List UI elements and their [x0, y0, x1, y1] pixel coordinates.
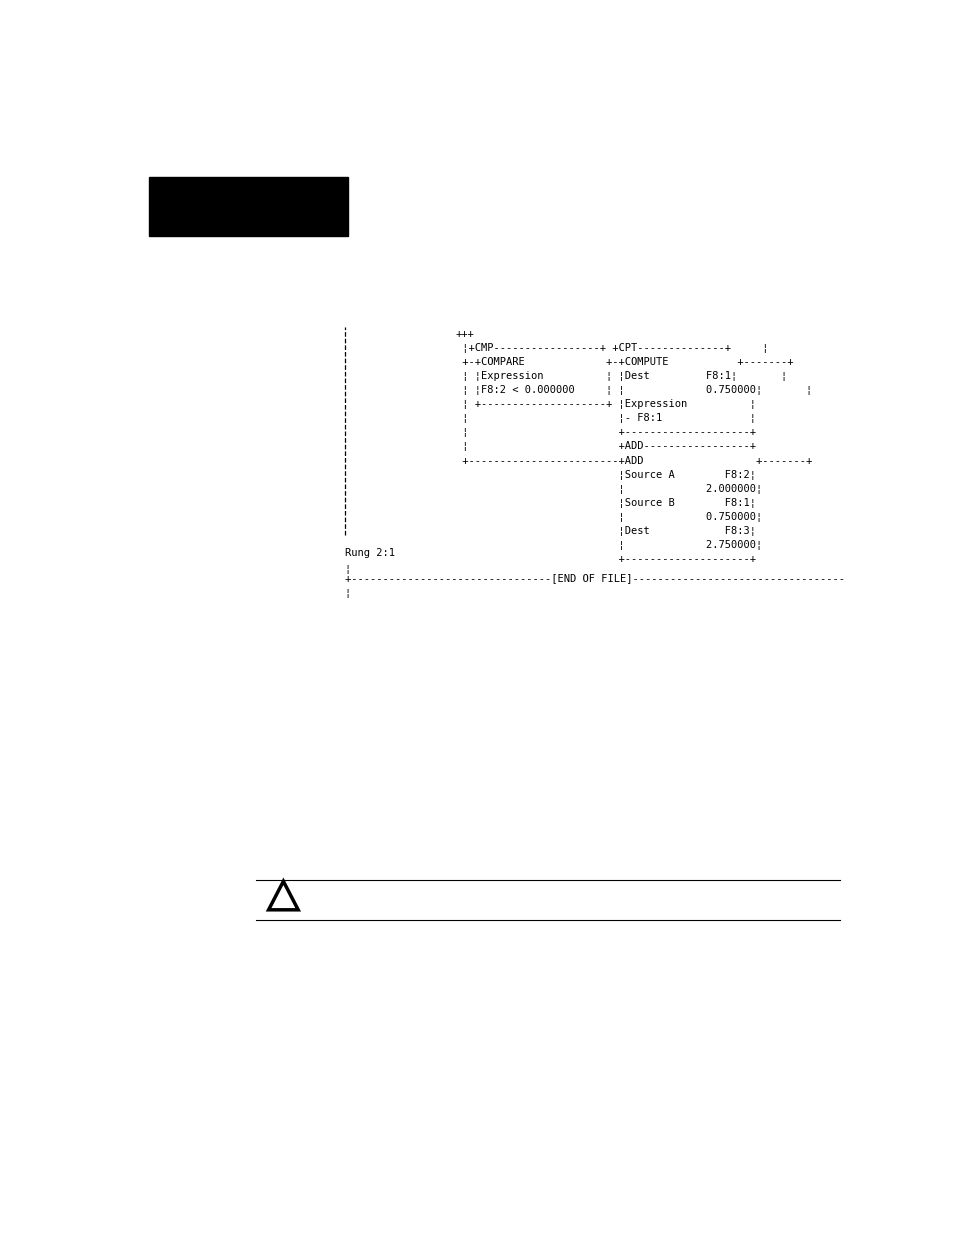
Text: ¦: ¦	[344, 563, 351, 574]
Text: +--------------------+: +--------------------+	[456, 555, 755, 564]
Text: ¦ +--------------------+ ¦Expression          ¦: ¦ +--------------------+ ¦Expression ¦	[456, 399, 755, 409]
Text: +++: +++	[456, 329, 474, 338]
Text: ¦                        +ADD-----------------+: ¦ +ADD-----------------+	[456, 441, 755, 452]
Text: ¦Source A        F8:2¦: ¦Source A F8:2¦	[456, 469, 755, 479]
Polygon shape	[269, 882, 298, 910]
Text: ¦ ¦F8:2 < 0.000000     ¦ ¦             0.750000¦       ¦: ¦ ¦F8:2 < 0.000000 ¦ ¦ 0.750000¦ ¦	[456, 385, 811, 395]
Text: ¦             2.750000¦: ¦ 2.750000¦	[456, 540, 761, 550]
Text: ¦Dest            F8:3¦: ¦Dest F8:3¦	[456, 526, 755, 536]
Text: +--------------------------------[END OF FILE]----------------------------------: +--------------------------------[END OF…	[344, 573, 843, 583]
Text: ¦             0.750000¦: ¦ 0.750000¦	[456, 511, 761, 522]
Text: ¦                        ¦- F8:1              ¦: ¦ ¦- F8:1 ¦	[456, 414, 755, 424]
Text: ¦ ¦Expression          ¦ ¦Dest         F8:1¦       ¦: ¦ ¦Expression ¦ ¦Dest F8:1¦ ¦	[456, 370, 786, 382]
Text: Rung 2:1: Rung 2:1	[344, 547, 395, 557]
Text: +-+COMPARE             +-+COMPUTE           +-------+: +-+COMPARE +-+COMPUTE +-------+	[456, 357, 792, 367]
FancyBboxPatch shape	[149, 177, 348, 236]
Text: +------------------------+ADD                  +-------+: +------------------------+ADD +-------+	[456, 456, 811, 466]
Text: ¦             2.000000¦: ¦ 2.000000¦	[456, 484, 761, 494]
Text: ¦                        +--------------------+: ¦ +--------------------+	[456, 427, 755, 437]
Text: ¦: ¦	[344, 589, 351, 599]
Text: ¦Source B        F8:1¦: ¦Source B F8:1¦	[456, 498, 755, 508]
Text: ¦+CMP-----------------+ +CPT--------------+     ¦: ¦+CMP-----------------+ +CPT------------…	[456, 343, 767, 353]
